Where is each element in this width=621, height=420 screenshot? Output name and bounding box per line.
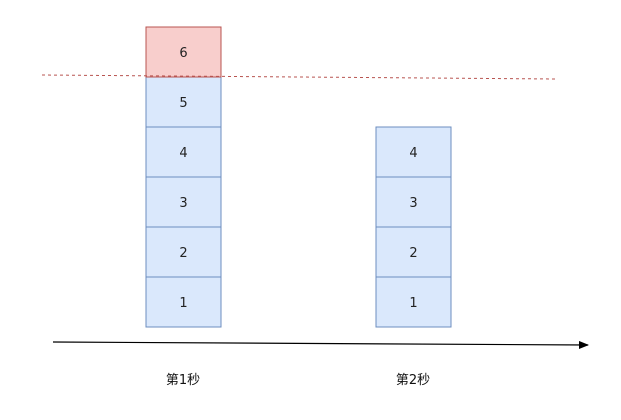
stack-item: 3 <box>375 176 452 228</box>
capacity-limit-line <box>41 74 557 80</box>
item-box <box>375 176 452 228</box>
stack-item: 5 <box>145 76 222 128</box>
item-label: 1 <box>179 296 187 311</box>
item-box <box>145 226 222 278</box>
item-label: 3 <box>179 196 187 211</box>
stack-item: 3 <box>145 176 222 228</box>
item-box <box>145 126 222 178</box>
item-label: 6 <box>179 46 187 61</box>
stack-item: 4 <box>145 126 222 178</box>
stack-item: 4 <box>375 126 452 178</box>
item-label: 3 <box>409 196 417 211</box>
column-1-label: 第1秒 <box>166 373 200 388</box>
column-2-label: 第2秒 <box>396 373 430 388</box>
item-label: 2 <box>409 246 417 261</box>
stack-item: 2 <box>375 226 452 278</box>
item-box <box>375 276 452 328</box>
time-axis-arrow <box>52 340 589 349</box>
stack-item: 1 <box>145 276 222 328</box>
item-label: 5 <box>179 96 187 111</box>
overflow-item-box <box>145 26 222 78</box>
column-2-stack: 1 2 3 4 <box>375 126 452 328</box>
column-1-stack: 1 2 3 4 5 6 <box>145 26 222 328</box>
stack-item: 2 <box>145 226 222 278</box>
item-box <box>145 76 222 128</box>
stack-item: 1 <box>375 276 452 328</box>
item-label: 2 <box>179 246 187 261</box>
item-label: 4 <box>179 146 187 161</box>
column-1: 1 2 3 4 5 6 第1秒 <box>145 26 222 388</box>
item-label: 1 <box>409 296 417 311</box>
column-2: 1 2 3 4 第2秒 <box>375 126 452 388</box>
item-box <box>375 126 452 178</box>
item-label: 4 <box>409 146 417 161</box>
item-box <box>375 226 452 278</box>
stack-item: 6 <box>145 26 222 78</box>
item-box <box>145 276 222 328</box>
